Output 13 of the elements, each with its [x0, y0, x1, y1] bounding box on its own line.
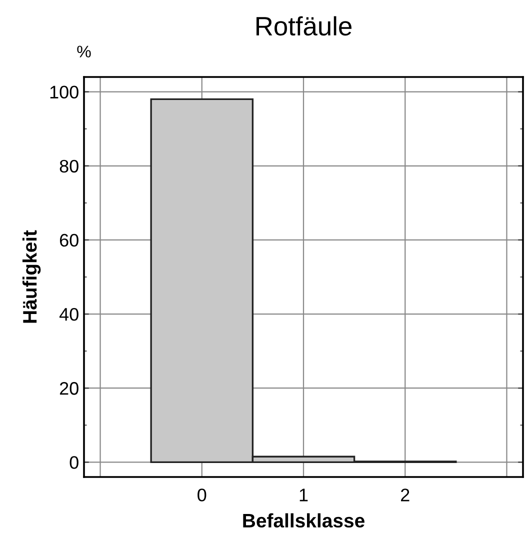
y-tick-label: 100: [50, 86, 78, 99]
y-axis-title: Häufigkeit: [22, 230, 41, 323]
chart-title: Rotfäule: [256, 16, 352, 36]
y-tick-label: 40: [59, 308, 78, 321]
x-tick-label: 0: [198, 488, 206, 502]
y-tick-label: 60: [60, 234, 78, 247]
y-tick-label: 20: [60, 382, 78, 395]
x-tick-label: 1: [300, 488, 308, 502]
y-tick-label: 80: [60, 160, 78, 173]
x-tick-label: 2: [401, 488, 410, 502]
text: %: [77, 46, 91, 58]
y-tick-label: 0: [70, 456, 78, 469]
x-axis-title: Befallsklasse: [243, 513, 364, 528]
